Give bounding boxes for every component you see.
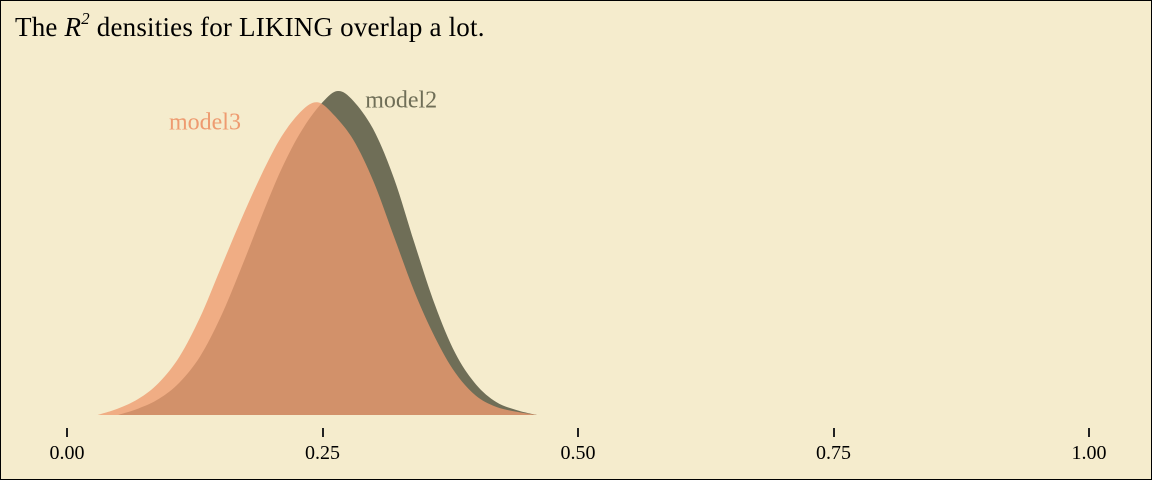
x-tick-label: 0.50	[560, 442, 596, 464]
x-tick-label: 0.75	[816, 442, 851, 464]
chart-title: The R2 densities for LIKING overlap a lo…	[15, 8, 485, 43]
x-tick-label: 1.00	[1071, 442, 1107, 464]
chart-title-exponent: 2	[81, 8, 90, 28]
x-tick	[1088, 428, 1090, 437]
x-tick	[66, 428, 68, 437]
chart-title-variable: R	[64, 12, 82, 42]
chart-title-post: densities for LIKING overlap a lot.	[89, 12, 485, 42]
x-tick	[832, 428, 835, 437]
chart-title-pre: The	[15, 12, 65, 42]
model2-label: model2	[365, 87, 438, 114]
model3-density-area	[97, 102, 538, 416]
x-tick-label: 0.00	[49, 442, 85, 464]
x-tick-label: 0.25	[305, 442, 340, 464]
x-tick	[577, 428, 579, 437]
model3-label: model3	[168, 109, 241, 136]
x-tick	[321, 428, 324, 437]
